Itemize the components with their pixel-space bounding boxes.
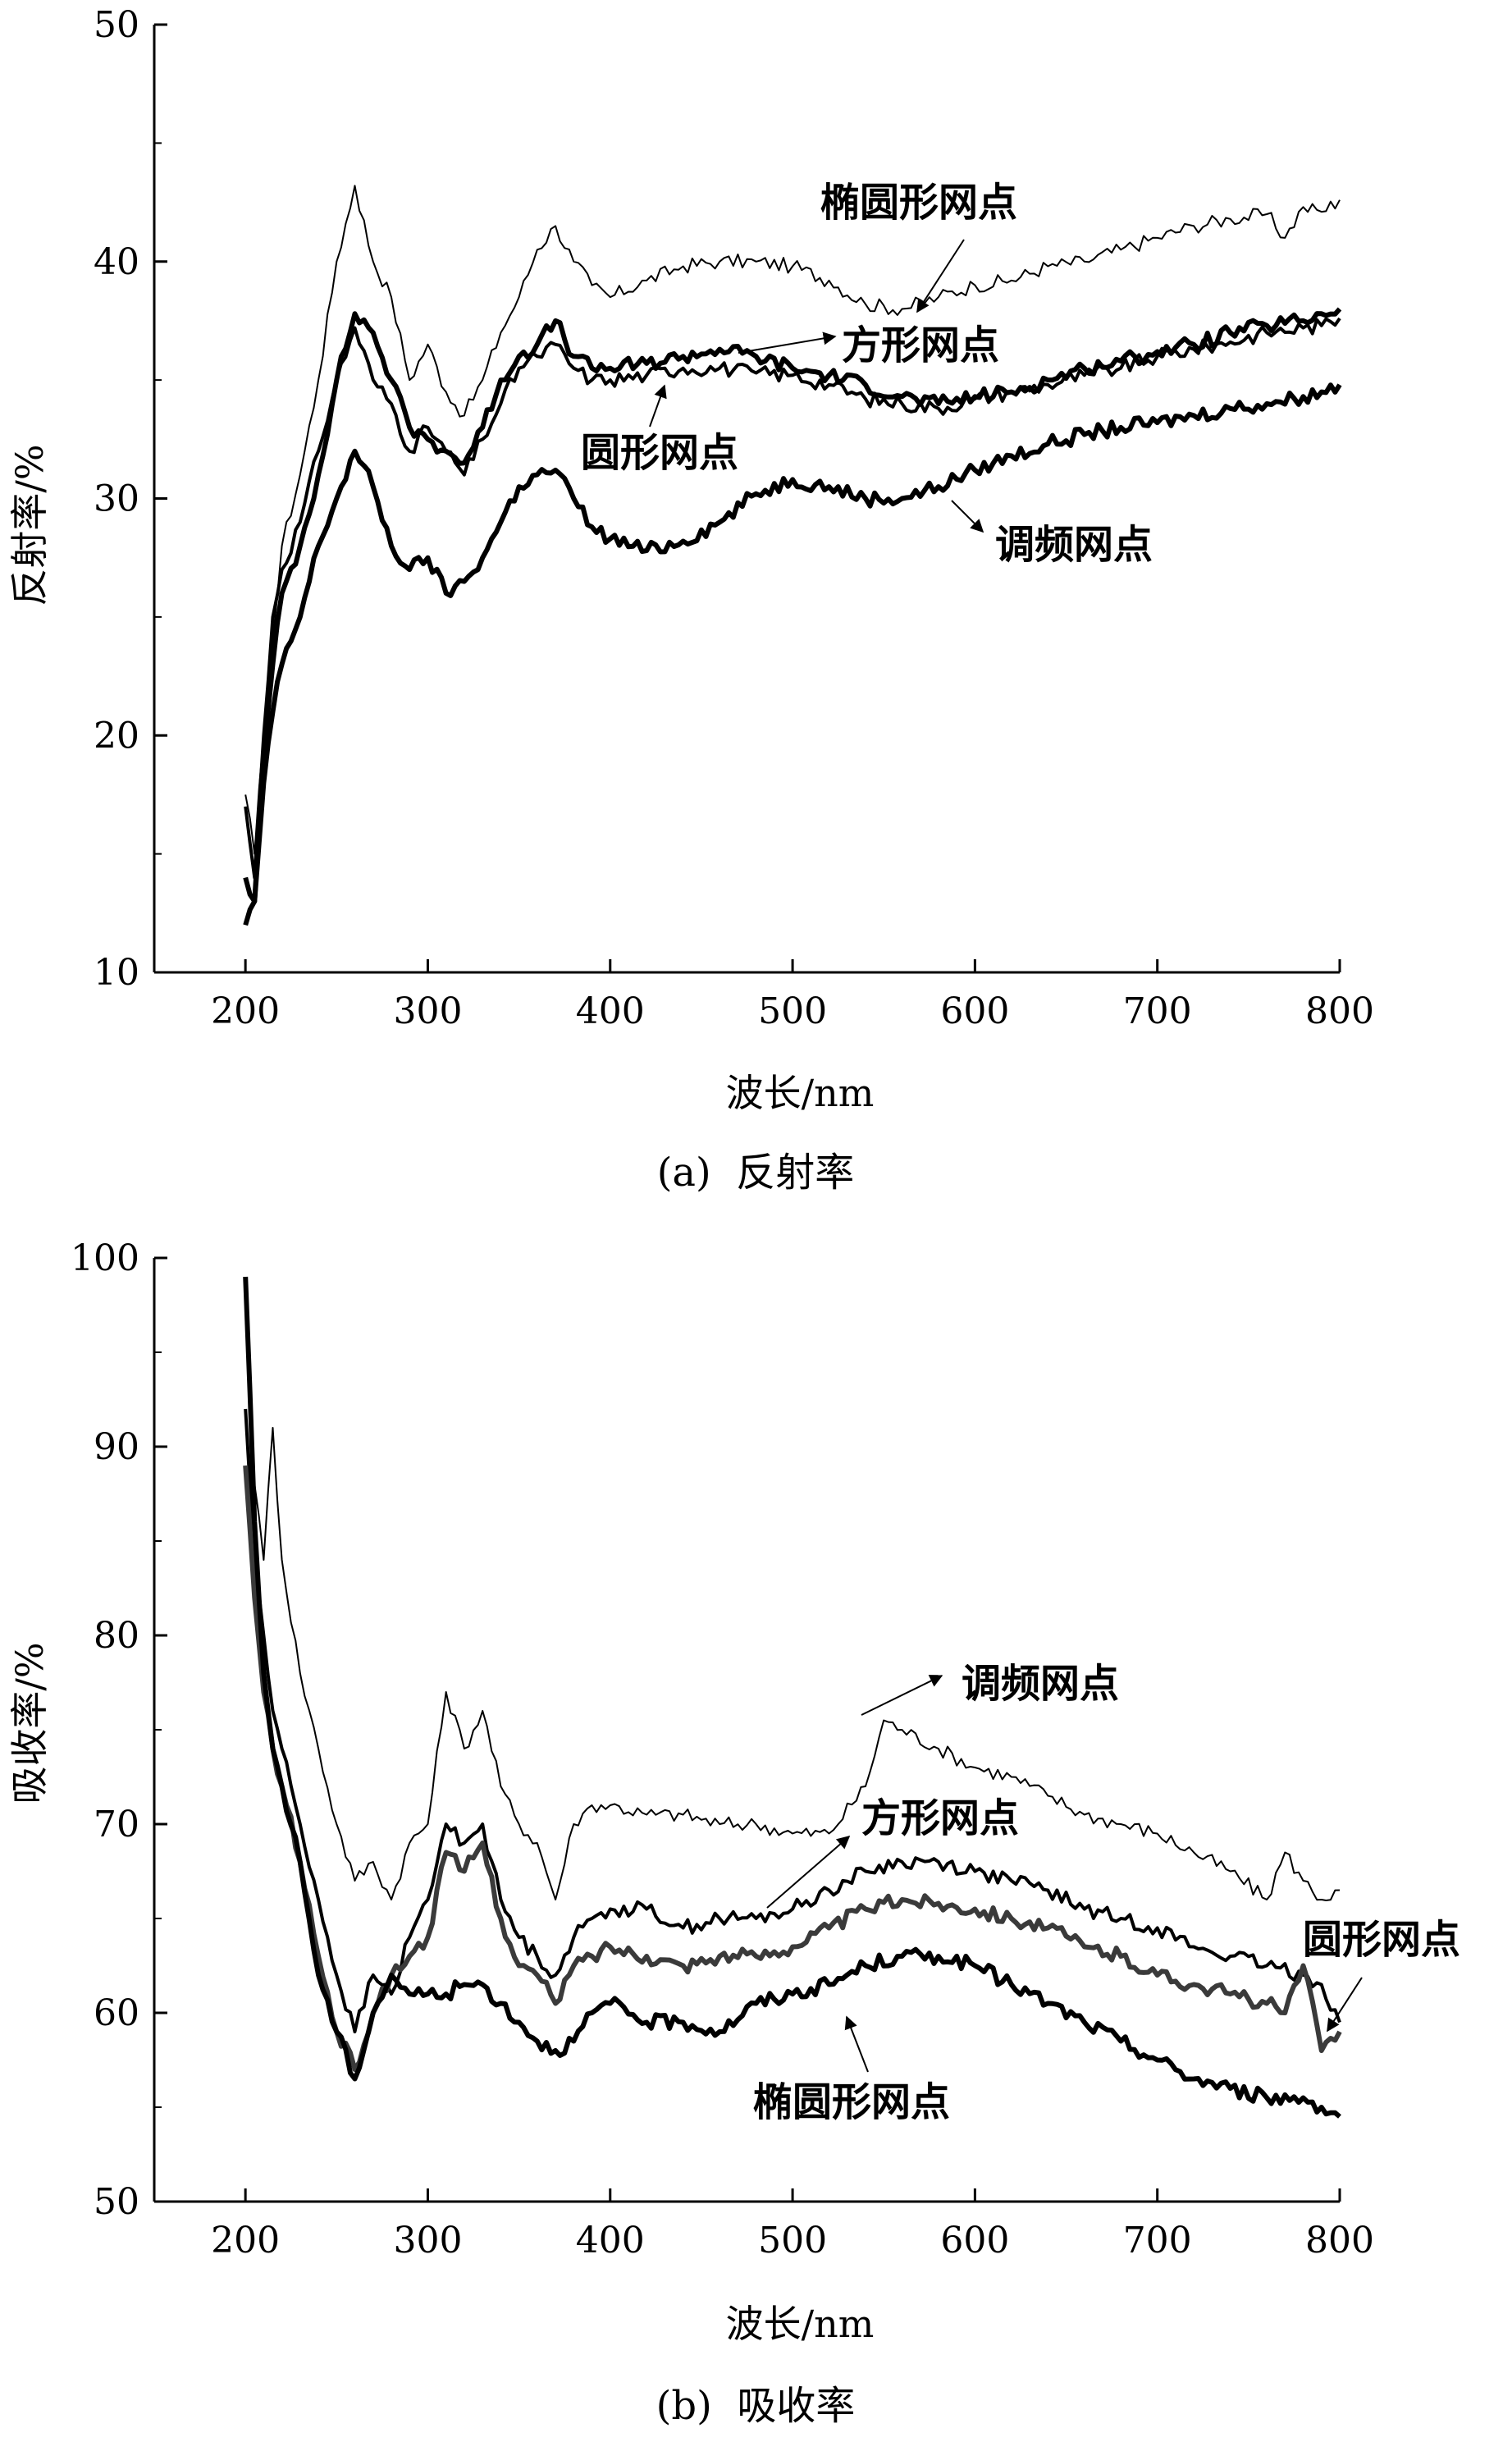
annotation-label-square: 方形网点 xyxy=(842,322,999,368)
chart-panel-reflectance: 200 300 400 500 600 700 800 10 20 30 40 50 波长/nm 反射… xyxy=(7,4,1374,1196)
x-tick-label: 600 xyxy=(940,2220,1009,2261)
x-tick-label: 800 xyxy=(1305,990,1374,1032)
chart-panel-absorptance: 200 300 400 500 600 700 800 50 60 70 80 90 100 波长/nm… xyxy=(7,1237,1460,2429)
plot-lines xyxy=(243,1276,1342,2119)
panel-caption: (a) 反射率 xyxy=(657,1150,855,1196)
series-line xyxy=(243,1276,1341,2119)
x-axis-title: 波长/nm xyxy=(726,2302,875,2346)
y-tick-label: 100 xyxy=(71,1237,139,1279)
x-tick-label: 600 xyxy=(940,990,1009,1032)
annotation-arrow-round xyxy=(1327,1977,1363,2033)
series-line xyxy=(243,1465,1342,2072)
y-tick-label: 10 xyxy=(94,952,139,994)
annotations: 椭圆形网点 方形网点 圆形网点 调频网点 xyxy=(581,180,1153,568)
series-line xyxy=(244,1295,1341,1901)
y-tick-label: 70 xyxy=(94,1804,139,1845)
annotation-label-square: 方形网点 xyxy=(861,1795,1019,1841)
annotation-arrow-ellipse xyxy=(916,239,965,313)
annotation-arrow-fm xyxy=(951,500,984,533)
axis-ticks: 200 300 400 500 600 700 800 50 60 70 80 90 100 xyxy=(71,1237,1374,2261)
annotations: 调频网点 方形网点 圆形网点 椭圆形网点 xyxy=(753,1661,1460,2125)
x-tick-label: 200 xyxy=(211,990,280,1032)
annotation-label-round: 圆形网点 xyxy=(581,430,738,476)
y-tick-label: 50 xyxy=(94,2181,139,2223)
axis-ticks: 200 300 400 500 600 700 800 10 20 30 40 50 xyxy=(94,4,1374,1032)
series-line xyxy=(243,382,1342,926)
y-tick-label: 60 xyxy=(94,1992,139,2034)
y-axis-title: 反射率/% xyxy=(7,444,52,606)
y-tick-label: 90 xyxy=(94,1426,139,1468)
x-tick-label: 300 xyxy=(393,2220,462,2261)
x-tick-label: 700 xyxy=(1123,2220,1192,2261)
annotation-arrow-fm xyxy=(861,1675,943,1716)
annotation-arrow-ellipse xyxy=(844,2015,869,2073)
y-tick-label: 50 xyxy=(94,4,139,46)
panel-caption: (b) 吸收率 xyxy=(656,2383,856,2429)
annotation-label-round: 圆形网点 xyxy=(1303,1917,1460,1963)
x-tick-label: 400 xyxy=(576,990,645,1032)
annotation-label-fm: 调频网点 xyxy=(995,522,1153,568)
x-tick-label: 700 xyxy=(1123,990,1192,1032)
x-axis-title: 波长/nm xyxy=(726,1071,875,1115)
annotation-label-ellipse: 椭圆形网点 xyxy=(820,180,1017,226)
x-tick-label: 500 xyxy=(758,2220,827,2261)
plot-lines xyxy=(243,185,1342,926)
x-tick-label: 800 xyxy=(1305,2220,1374,2261)
y-tick-label: 40 xyxy=(94,241,139,283)
y-tick-label: 80 xyxy=(94,1615,139,1657)
series-line xyxy=(244,1408,1341,2033)
series-line xyxy=(244,185,1341,855)
x-tick-label: 400 xyxy=(576,2220,645,2261)
annotation-arrow-square xyxy=(766,1835,851,1909)
series-line xyxy=(243,307,1342,904)
y-axis-title: 吸收率/% xyxy=(7,1642,52,1804)
y-tick-label: 30 xyxy=(94,478,139,520)
annotation-arrow-square xyxy=(738,332,837,354)
annotation-arrow-round xyxy=(649,384,667,428)
annotation-label-fm: 调频网点 xyxy=(962,1661,1119,1707)
y-tick-label: 20 xyxy=(94,715,139,757)
x-tick-label: 300 xyxy=(393,990,462,1032)
annotation-label-ellipse: 椭圆形网点 xyxy=(753,2079,950,2125)
x-tick-label: 500 xyxy=(758,990,827,1032)
x-tick-label: 200 xyxy=(211,2220,280,2261)
series-line xyxy=(244,317,1341,880)
